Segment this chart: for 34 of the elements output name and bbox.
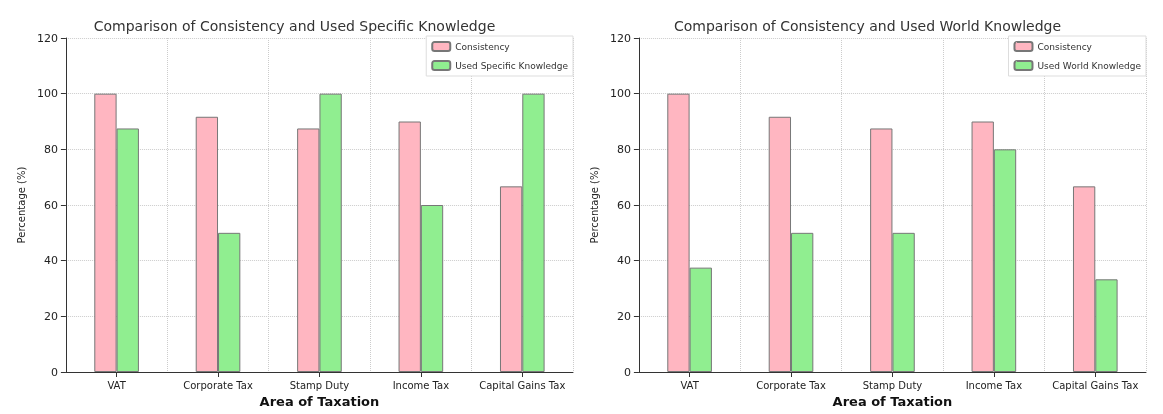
y-tick-label: 80	[43, 142, 58, 156]
x-tick-label: Stamp Duty	[289, 379, 350, 391]
x-axis-title: Area of Taxation	[259, 393, 380, 409]
y-tick-label: 120	[609, 31, 631, 45]
x-tick-label: Stamp Duty	[862, 379, 923, 391]
y-tick-label: 0	[623, 365, 631, 379]
x-tick-label: Capital Gains Tax	[479, 379, 566, 391]
y-tick-label: 100	[609, 87, 631, 101]
x-tick-label: Income Tax	[392, 379, 450, 391]
y-tick-label: 60	[43, 198, 58, 212]
x-tick-label: VAT	[107, 379, 127, 391]
y-tick-label: 80	[616, 142, 631, 156]
x-tick-label: Corporate Tax	[183, 379, 253, 391]
y-tick-label: 100	[36, 87, 58, 101]
y-tick-label: 40	[43, 254, 58, 268]
y-axis-title: Percentage (%)	[15, 166, 27, 244]
chart-title: Comparison of Consistency and Used World Knowledge	[673, 18, 1062, 34]
legend-label: Used Specific Knowledge	[455, 60, 569, 71]
y-tick-label: 20	[43, 309, 58, 323]
legend-label: Used World Knowledge	[1037, 60, 1142, 71]
x-tick-label: VAT	[680, 379, 700, 391]
chart-title: Comparison of Consistency and Used Specific Knowledge	[93, 18, 496, 34]
x-tick-label: Capital Gains Tax	[1052, 379, 1139, 391]
y-axis-title: Percentage (%)	[588, 166, 600, 244]
y-tick-label: 60	[616, 198, 631, 212]
legend-label: Consistency	[1037, 41, 1093, 52]
y-tick-label: 120	[36, 31, 58, 45]
x-tick-label: Corporate Tax	[756, 379, 826, 391]
y-tick-label: 20	[616, 309, 631, 323]
x-tick-label: Income Tax	[965, 379, 1023, 391]
y-tick-label: 0	[50, 365, 58, 379]
y-tick-label: 40	[616, 254, 631, 268]
legend-label: Consistency	[455, 41, 511, 52]
x-axis-title: Area of Taxation	[832, 393, 953, 409]
